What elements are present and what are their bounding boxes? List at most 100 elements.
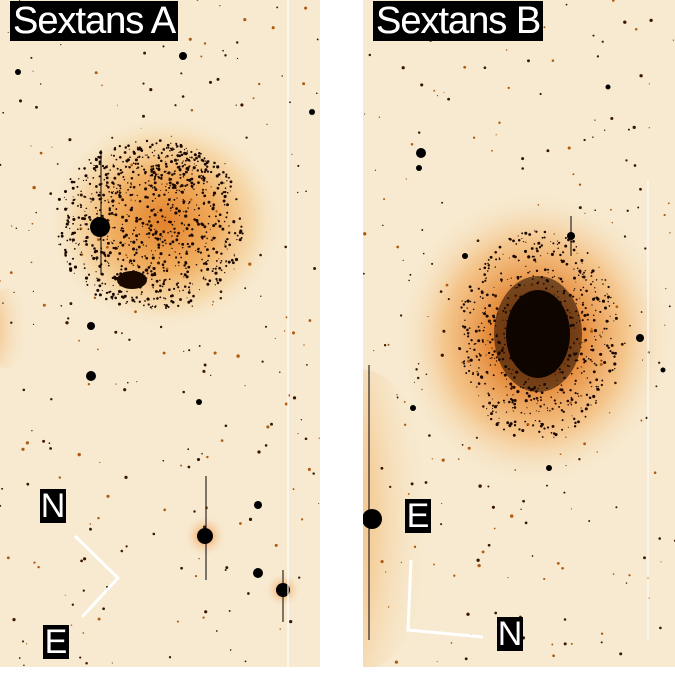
star-point	[526, 407, 528, 409]
star-point	[590, 275, 593, 277]
star-point	[521, 167, 524, 170]
star-point	[163, 297, 165, 299]
star-point	[169, 147, 172, 150]
star-point	[152, 192, 156, 196]
star-point	[42, 439, 46, 443]
star-point	[177, 282, 179, 285]
star-point	[118, 184, 122, 188]
star-point	[536, 397, 538, 399]
sextans-b-image	[363, 0, 675, 667]
star-point	[517, 239, 521, 242]
star-point	[664, 324, 666, 326]
star-point	[149, 88, 153, 92]
star-point	[491, 353, 494, 356]
star-point	[466, 307, 468, 309]
star-point	[441, 502, 443, 504]
star-point	[477, 563, 481, 568]
star-point	[577, 359, 579, 361]
star-point	[203, 159, 205, 161]
star-point	[83, 240, 85, 242]
star-point	[190, 233, 194, 237]
star-point	[543, 26, 546, 29]
star-point	[137, 264, 139, 266]
star-point	[188, 289, 191, 291]
star-point	[224, 424, 228, 428]
star-point	[205, 160, 207, 162]
star-point	[166, 172, 168, 174]
star-point	[441, 458, 445, 462]
star-point	[473, 343, 476, 345]
star-point	[94, 165, 97, 167]
star-point	[488, 401, 492, 405]
star-point	[112, 191, 114, 193]
star-point	[660, 561, 662, 563]
star-point	[173, 220, 176, 223]
star-point	[197, 160, 199, 163]
star-point	[528, 233, 532, 236]
star-point	[157, 291, 160, 293]
star-point	[92, 177, 95, 179]
star-point	[236, 234, 239, 237]
star-point	[124, 243, 126, 244]
star-point	[476, 239, 480, 243]
star-point	[493, 294, 498, 298]
star-point	[493, 350, 496, 353]
star-point	[169, 207, 172, 210]
star-point	[146, 272, 149, 275]
star-point	[669, 232, 671, 234]
star-point	[531, 255, 534, 258]
star-point	[417, 363, 420, 365]
star-point	[114, 213, 118, 217]
star-point	[202, 276, 205, 278]
star-point	[480, 290, 484, 294]
star-point	[145, 139, 149, 143]
star-point	[104, 283, 107, 285]
star-point	[580, 372, 583, 374]
star-point	[466, 612, 470, 616]
star-point	[396, 245, 400, 249]
star-point	[200, 152, 202, 155]
star-point	[152, 532, 156, 536]
star-point	[182, 160, 184, 162]
star-point	[168, 288, 171, 291]
star-point	[517, 277, 520, 280]
star-point	[385, 571, 387, 573]
star-point	[477, 339, 481, 343]
star-point	[176, 154, 179, 157]
star-point	[222, 171, 225, 174]
star-point	[313, 267, 317, 270]
star-point	[224, 568, 227, 572]
star-point	[368, 53, 372, 57]
star-point	[596, 55, 600, 58]
star-point	[224, 163, 226, 165]
star-point	[623, 235, 627, 238]
star-point	[151, 305, 154, 308]
star-point	[96, 288, 100, 292]
star-point	[576, 267, 579, 269]
star-point	[78, 339, 80, 342]
star-point	[65, 226, 68, 229]
star-point	[152, 266, 156, 271]
star-point	[175, 191, 178, 194]
star-point	[648, 83, 650, 85]
star-point	[364, 113, 366, 115]
star-point	[511, 401, 514, 404]
star-point	[207, 282, 209, 285]
star-point	[586, 377, 588, 379]
star-point	[482, 329, 485, 332]
star-point	[226, 248, 228, 250]
star-point	[625, 582, 628, 584]
star-point	[67, 216, 71, 219]
star-point	[137, 245, 141, 249]
star-point	[583, 327, 587, 331]
star-point	[516, 390, 520, 394]
star-point	[200, 235, 204, 239]
star-point	[581, 273, 584, 276]
star-point	[495, 411, 497, 413]
star-point	[554, 402, 557, 405]
star-point	[225, 264, 228, 268]
star-point	[157, 167, 161, 171]
star-point	[98, 155, 102, 159]
star-point	[610, 116, 614, 121]
star-point	[653, 471, 657, 474]
